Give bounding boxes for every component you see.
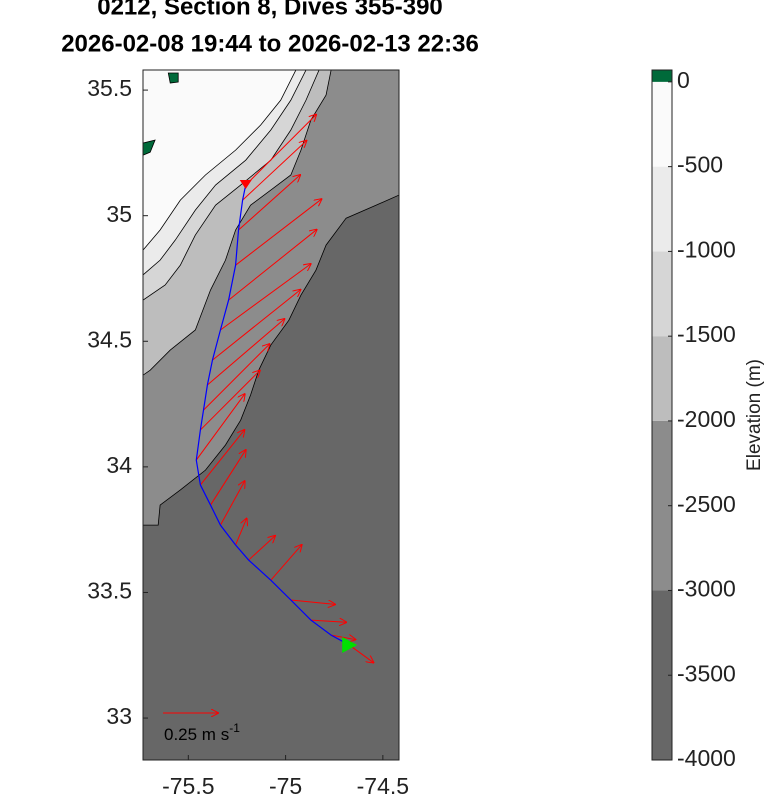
x-tick-label: -75.5 <box>162 773 214 799</box>
plot-frame <box>142 69 400 761</box>
colorbar-tick-label: -500 <box>677 152 723 178</box>
current-arrow <box>235 519 247 546</box>
colorbar-label: Elevation (m) <box>744 359 765 471</box>
current-arrow <box>228 230 317 301</box>
current-arrow <box>199 430 244 486</box>
colorbar-band <box>652 336 672 421</box>
current-arrow <box>210 450 246 506</box>
current-arrow <box>207 319 284 386</box>
current-arrow <box>195 394 244 461</box>
colorbar-tick-label: -2500 <box>677 491 736 517</box>
colorbar-band <box>652 420 672 591</box>
scale-label-text: 0.25 m s <box>164 725 229 744</box>
colorbar-band <box>652 81 672 167</box>
y-tick-label: 33.5 <box>87 578 132 604</box>
current-arrow <box>200 371 259 431</box>
bathymetry-region <box>143 70 297 251</box>
current-arrow <box>220 264 310 331</box>
y-tick-label: 35.5 <box>87 75 132 101</box>
map-area <box>143 70 399 760</box>
colorbar-tick-label: -1500 <box>677 321 736 347</box>
glider-track <box>195 184 350 646</box>
colorbar-band <box>652 251 672 337</box>
current-arrow <box>290 599 335 604</box>
current-arrow <box>238 175 301 231</box>
colorbar: 0 -500 -1000 -1500 -2000 -2500 -3000 -3500 -4000… <box>651 67 765 771</box>
colorbar-band <box>652 590 672 760</box>
colorbar-tick-label: -4000 <box>677 745 736 771</box>
y-tick-label: 33 <box>106 703 132 729</box>
end-marker <box>239 180 252 190</box>
colorbar-tick-label: -3000 <box>677 576 736 602</box>
colorbar-band <box>652 70 672 82</box>
current-arrow <box>242 141 307 201</box>
scale-label-exponent: -1 <box>229 721 240 735</box>
current-arrow <box>235 199 322 266</box>
y-tick-label: 35 <box>106 201 132 227</box>
colorbar-band <box>652 166 672 252</box>
colorbar-tick-label: -2000 <box>677 406 736 432</box>
bathymetry-region <box>167 72 179 84</box>
y-tick-label: 34 <box>106 452 132 478</box>
colorbar-tick-label: -1000 <box>677 236 736 262</box>
axes: -75.5 -75 -74.5 33 33.5 34 34.5 35 35.5 <box>87 75 409 799</box>
current-arrow <box>348 644 373 663</box>
colorbar-tick-label: -3500 <box>677 660 736 686</box>
current-arrow <box>248 536 275 561</box>
current-arrow <box>270 545 302 581</box>
scale-label: 0.25 m s-1 <box>164 721 240 744</box>
start-marker <box>342 636 358 653</box>
title-line-1: 0212, Section 8, Dives 355-390 <box>97 0 443 20</box>
current-arrow <box>331 635 355 639</box>
colorbar-frame <box>651 69 673 761</box>
current-arrow <box>219 481 244 526</box>
colorbar-tick-label: 0 <box>677 67 690 93</box>
current-arrow <box>203 344 269 411</box>
current-arrow <box>245 115 316 186</box>
y-tick-label: 34.5 <box>87 326 132 352</box>
current-arrow <box>310 620 346 622</box>
x-tick-label: -75 <box>269 773 302 799</box>
current-arrow <box>212 290 300 361</box>
title-line-2: 2026-02-08 19:44 to 2026-02-13 22:36 <box>61 30 479 57</box>
x-tick-label: -74.5 <box>357 773 409 799</box>
bathymetry-region <box>143 139 156 156</box>
